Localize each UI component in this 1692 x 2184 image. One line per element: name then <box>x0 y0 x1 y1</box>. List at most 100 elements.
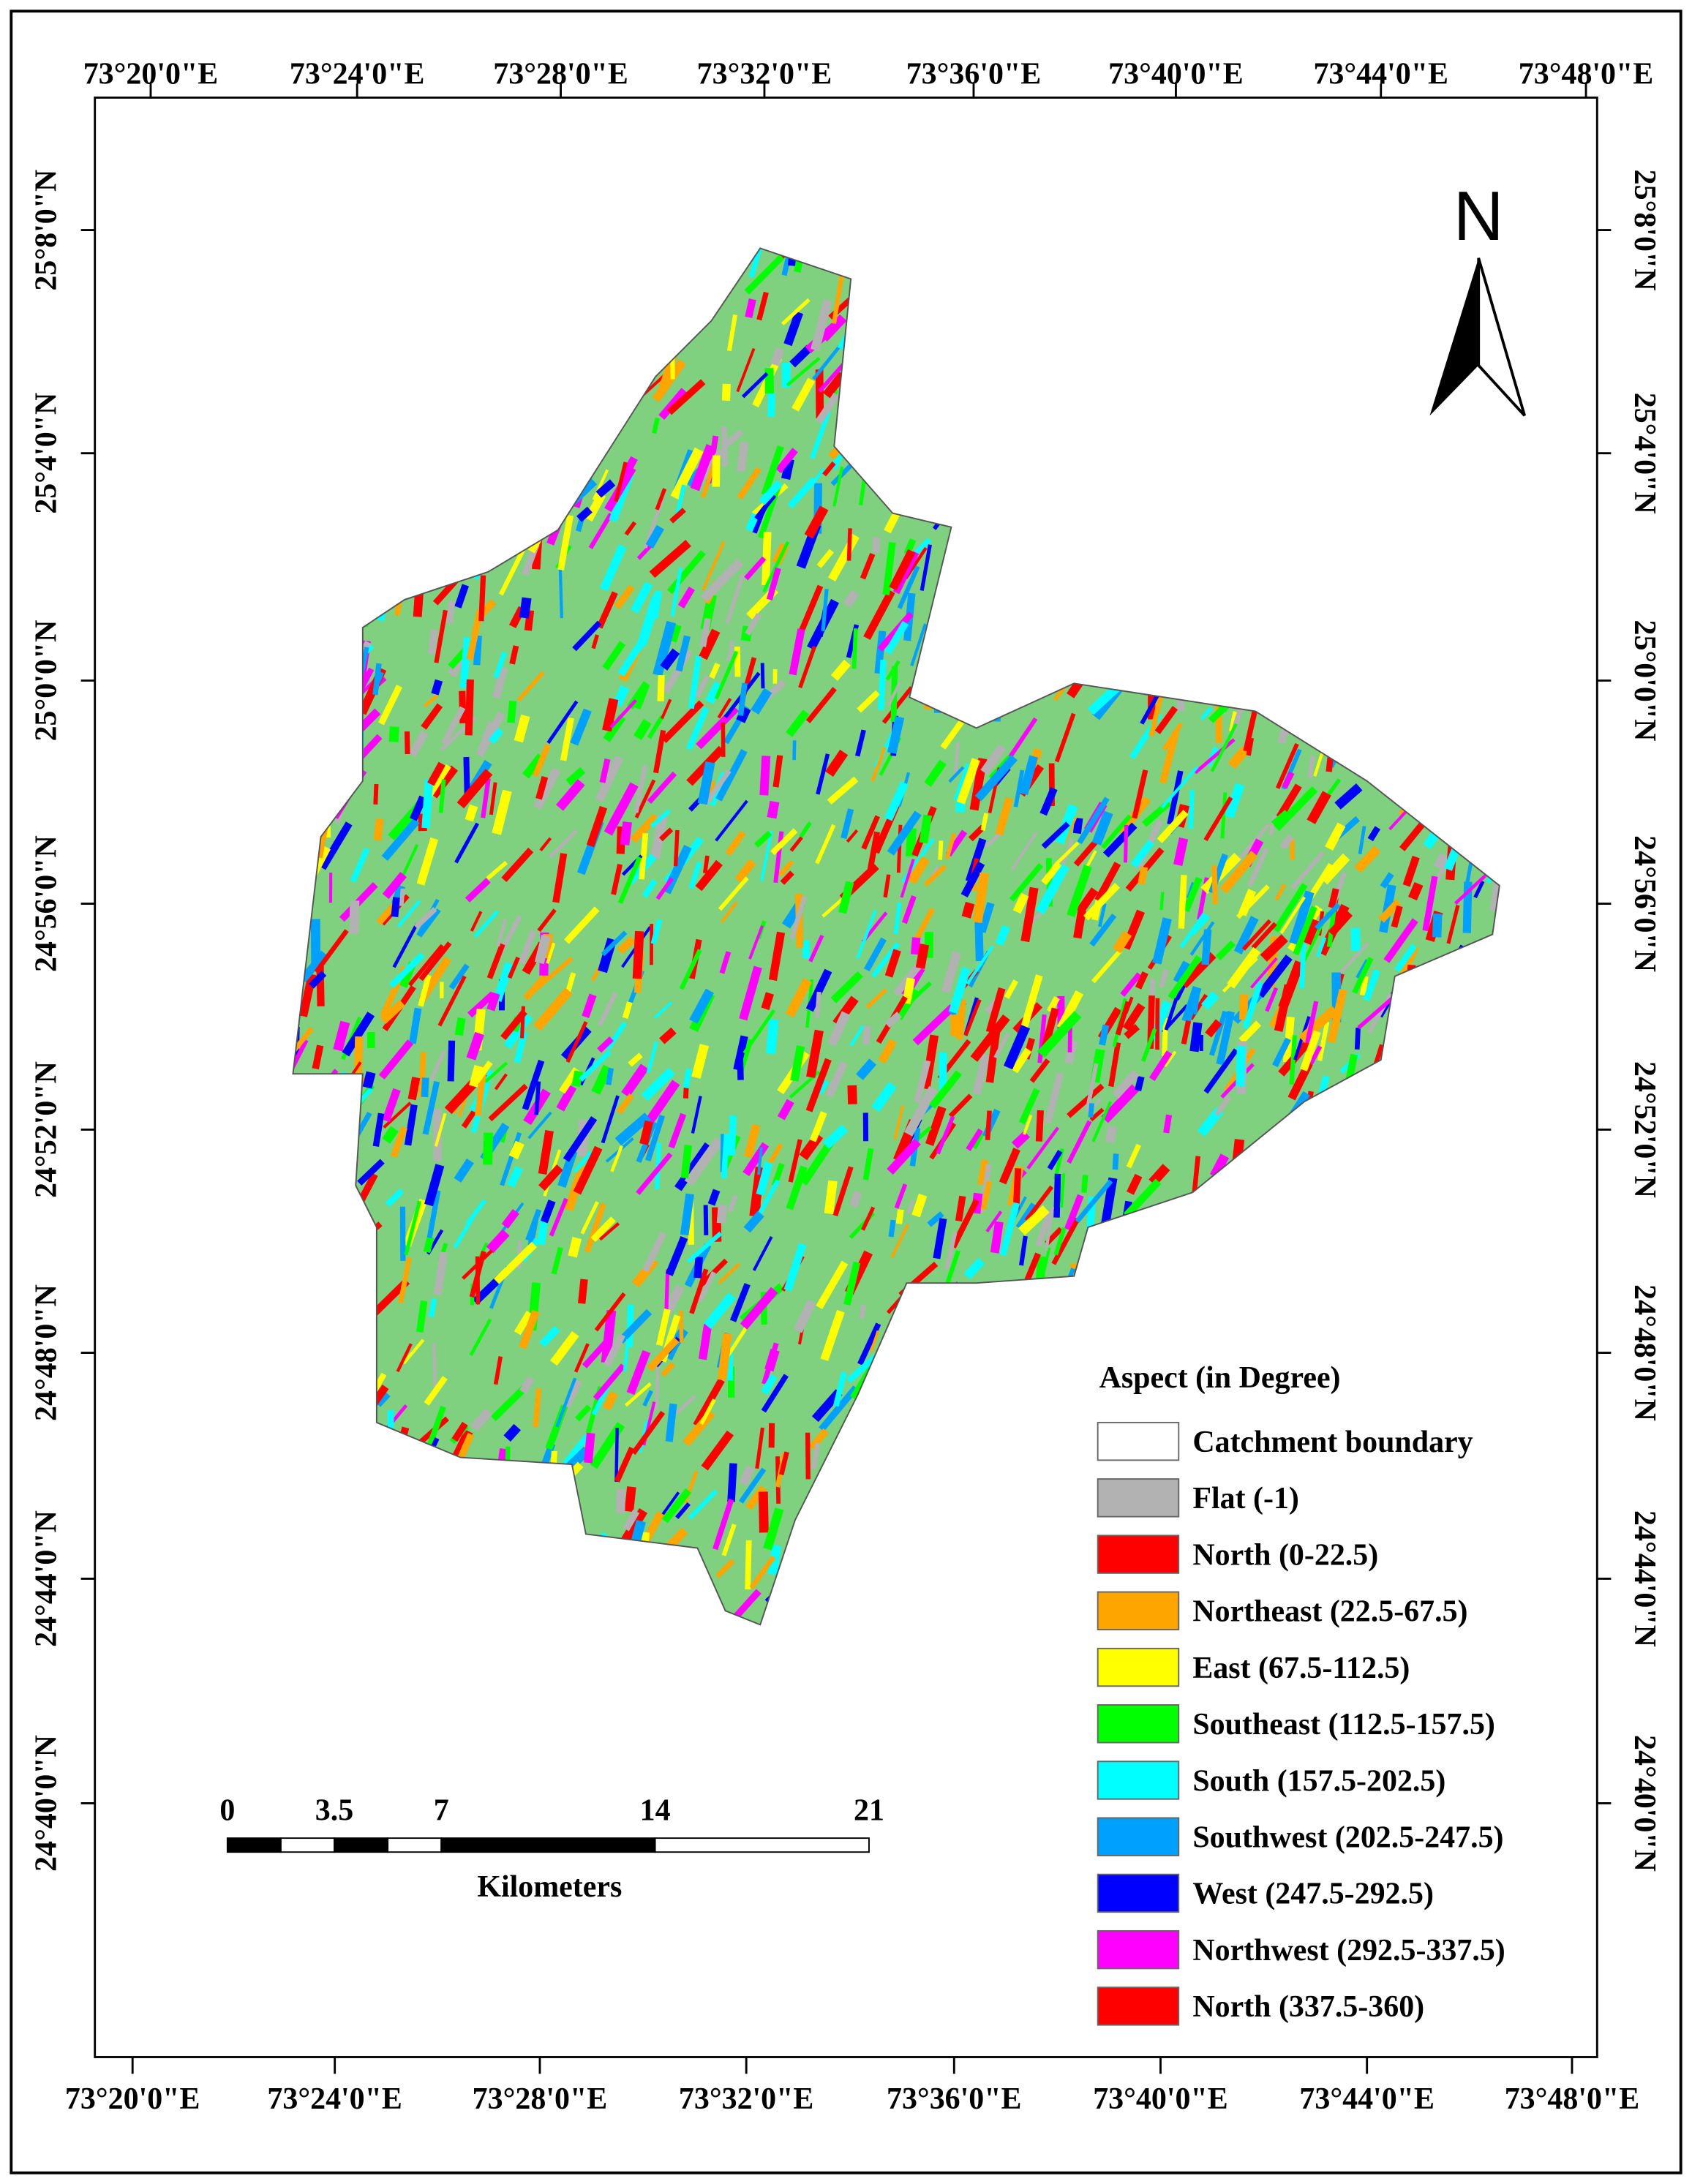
aspect-cell <box>362 1071 376 1089</box>
aspect-cell <box>721 1134 730 1179</box>
aspect-cell <box>816 1260 849 1310</box>
aspect-cell <box>980 813 989 832</box>
aspect-cell <box>793 1299 816 1333</box>
aspect-cell <box>1307 755 1315 778</box>
scale-segment <box>440 1837 656 1853</box>
aspect-cell <box>498 546 527 596</box>
aspect-cell <box>832 466 844 507</box>
aspect-cell <box>806 1029 824 1078</box>
aspect-cell <box>933 1218 947 1259</box>
aspect-cell <box>1328 910 1353 937</box>
aspect-cell <box>1023 1114 1033 1135</box>
aspect-cell <box>658 827 674 842</box>
aspect-cell <box>910 623 928 666</box>
aspect-cell <box>889 549 916 591</box>
aspect-cell <box>391 897 401 917</box>
aspect-cell <box>486 861 508 881</box>
aspect-cell <box>1055 841 1080 865</box>
aspect-cell <box>1249 957 1278 989</box>
aspect-cell <box>762 532 772 586</box>
aspect-cell <box>669 624 682 643</box>
aspect-cell <box>1099 1024 1110 1046</box>
aspect-cell <box>651 417 660 434</box>
aspect-cell <box>601 1310 617 1363</box>
aspect-cell <box>789 344 813 368</box>
aspect-cell <box>580 1201 599 1235</box>
aspect-cell <box>790 1045 805 1082</box>
aspect-cell <box>745 298 756 318</box>
aspect-cell <box>570 708 592 746</box>
aspect-cell <box>721 426 728 467</box>
lat-label-left: 24°48'0"N <box>29 1284 63 1421</box>
aspect-cell <box>1019 755 1038 796</box>
aspect-cell <box>1163 1050 1177 1068</box>
aspect-cell <box>1051 1217 1080 1265</box>
aspect-cell <box>1121 909 1145 950</box>
aspect-cell <box>493 651 508 679</box>
aspect-cell <box>738 1467 767 1504</box>
aspect-cell <box>418 941 452 982</box>
aspect-cell <box>1220 792 1227 839</box>
aspect-cell <box>764 1349 780 1372</box>
aspect-cell <box>633 718 652 740</box>
aspect-cell <box>920 544 932 591</box>
aspect-cell <box>473 635 482 666</box>
aspect-cell <box>642 1390 653 1407</box>
aspect-cell <box>1188 789 1195 829</box>
aspect-cell <box>766 567 781 600</box>
aspect-cell <box>630 581 653 614</box>
aspect-cell <box>822 372 847 399</box>
aspect-cell <box>1268 815 1277 836</box>
aspect-cell <box>798 645 817 689</box>
aspect-cell <box>725 573 745 625</box>
aspect-cell <box>715 799 748 842</box>
aspect-cell <box>624 521 637 536</box>
scale-segment <box>387 1837 443 1853</box>
aspect-cell <box>527 1111 552 1140</box>
aspect-cell <box>478 575 486 622</box>
aspect-cell <box>518 929 537 965</box>
aspect-cell <box>475 711 505 758</box>
aspect-cell <box>489 782 497 816</box>
aspect-cell <box>1045 1206 1055 1251</box>
lat-label-right: 24°44'0"N <box>1628 1510 1661 1647</box>
aspect-cell <box>736 347 756 393</box>
aspect-cell <box>903 1085 938 1137</box>
aspect-cell <box>941 951 961 993</box>
aspect-cell <box>408 1007 422 1044</box>
aspect-cell <box>378 685 402 726</box>
aspect-cell <box>1123 1178 1162 1219</box>
aspect-cell <box>841 808 854 840</box>
legend-label: Northeast (22.5-67.5) <box>1192 1595 1467 1629</box>
aspect-cell <box>772 755 783 788</box>
aspect-cell <box>454 1017 466 1036</box>
aspect-cell <box>884 620 909 655</box>
aspect-cell <box>757 1147 763 1175</box>
aspect-cell <box>579 1050 612 1082</box>
aspect-cell <box>575 1404 592 1422</box>
legend-label: South (157.5-202.5) <box>1192 1764 1445 1798</box>
aspect-cell <box>333 1020 350 1052</box>
aspect-cell <box>662 649 693 694</box>
aspect-cell <box>470 911 483 932</box>
aspect-cell <box>1053 1173 1061 1218</box>
aspect-cell <box>749 1555 776 1589</box>
aspect-cell <box>1236 1045 1246 1087</box>
aspect-cell <box>688 1489 718 1520</box>
aspect-cell <box>990 1221 1004 1254</box>
aspect-cell <box>863 589 895 640</box>
aspect-cell <box>1380 872 1394 889</box>
aspect-cell <box>799 821 812 838</box>
aspect-cell <box>944 1250 960 1286</box>
aspect-cell <box>1013 769 1025 807</box>
legend-label: Northwest (292.5-337.5) <box>1192 1934 1505 1968</box>
legend-swatch <box>1097 1761 1180 1800</box>
aspect-cell <box>421 703 443 730</box>
aspect-cell <box>805 968 832 1012</box>
aspect-cell <box>429 1050 446 1082</box>
aspect-cell <box>694 675 710 698</box>
aspect-cell <box>293 1039 309 1085</box>
aspect-cell <box>846 528 852 561</box>
aspect-cell <box>564 906 600 944</box>
aspect-cell <box>1354 1027 1361 1050</box>
